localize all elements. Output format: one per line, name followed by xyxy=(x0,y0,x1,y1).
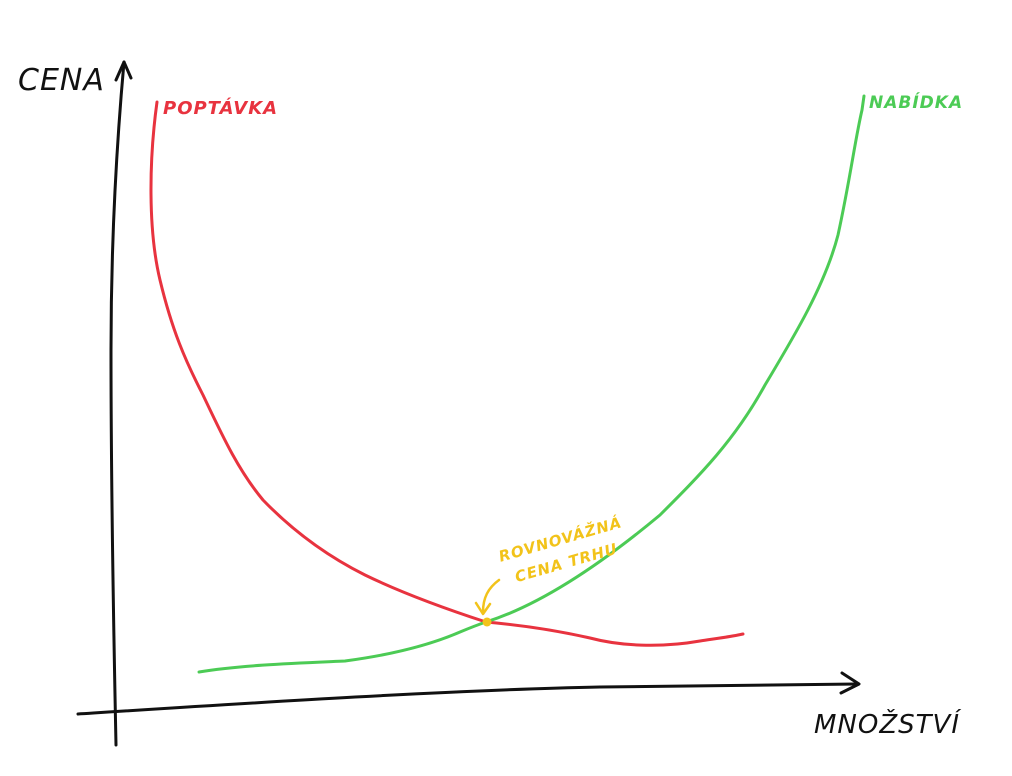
demand-curve xyxy=(149,100,745,647)
equilibrium-label: ROVNOVÁŽNÁ CENA TRHU xyxy=(496,512,624,586)
y-axis xyxy=(109,60,126,747)
equilibrium-point xyxy=(482,617,492,627)
x-axis-label: MNOŽSTVÍ xyxy=(814,708,961,740)
x-axis xyxy=(76,682,859,716)
supply-label: NABÍDKA xyxy=(869,91,963,113)
x-axis-arrowhead xyxy=(839,671,861,695)
y-axis-label: CENA xyxy=(18,63,105,98)
equilibrium-arrow xyxy=(481,578,501,614)
demand-label: POPTÁVKA xyxy=(163,97,278,119)
supply-curve xyxy=(197,94,866,674)
y-axis-arrowhead xyxy=(114,60,133,82)
axes xyxy=(76,60,861,747)
equilibrium-arrowhead xyxy=(474,601,492,616)
